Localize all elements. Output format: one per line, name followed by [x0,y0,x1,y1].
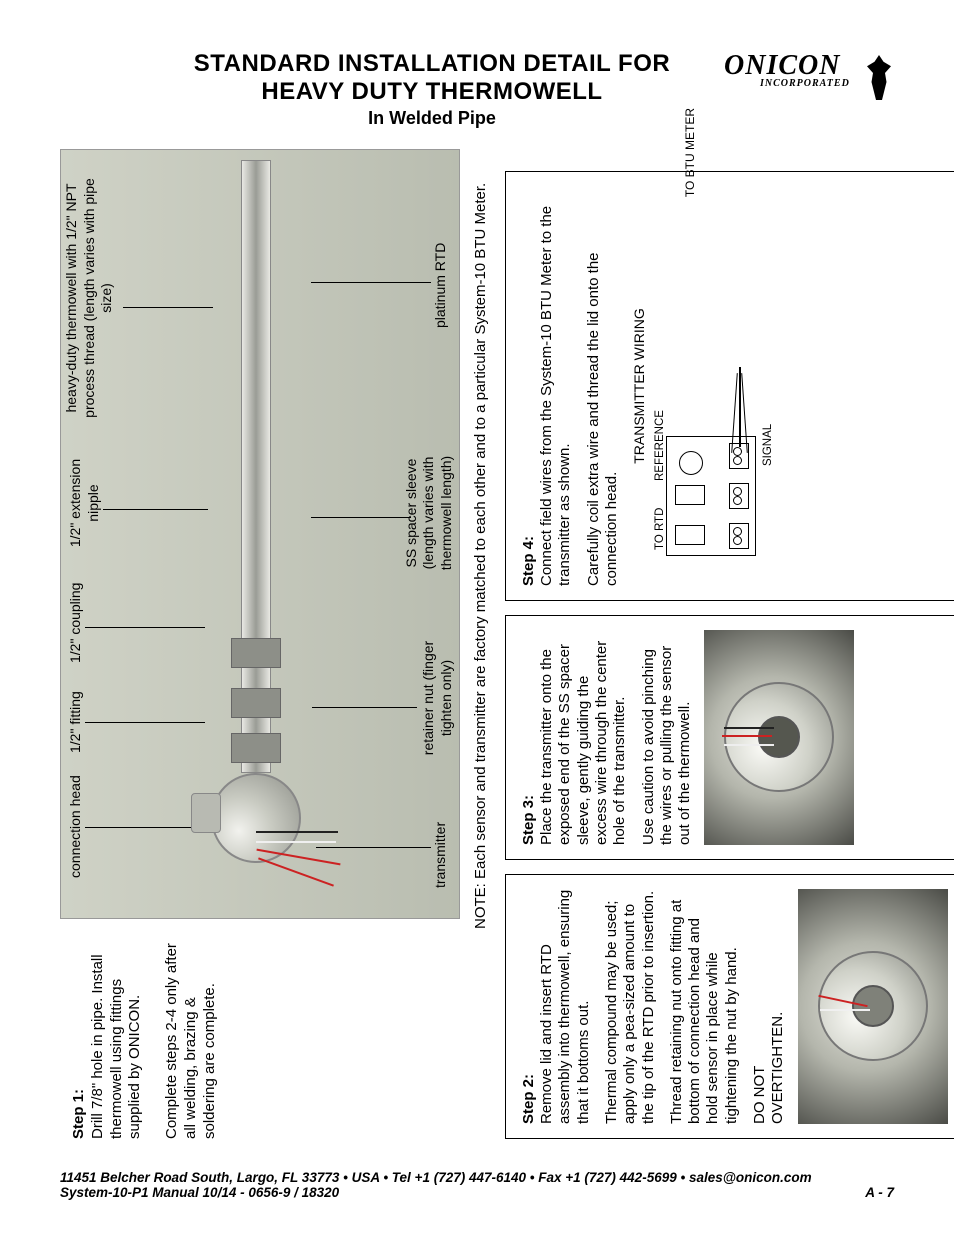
step2-text3: Thread retaining nut onto fitting at bot… [668,889,741,1124]
step2-photo [798,889,948,1124]
step4-text1: Connect field wires from the System-10 B… [538,206,573,586]
step3-box: Step 3: Place the transmitter onto the e… [505,615,954,860]
step3-text2: Use caution to avoid pinching the wires … [640,630,695,845]
footer-page: A - 7 [865,1185,894,1200]
diagram-title: TRANSMITTER WIRING [631,186,648,586]
step2-box: Step 2: Remove lid and insert RTD assemb… [505,874,954,1139]
diagram-label-reference: REFERENCE [653,410,667,481]
step2-text1: Remove lid and insert RTD assembly into … [538,890,592,1124]
label-fitting: 1/2" fitting [67,691,85,753]
step2-donot: DO NOT [751,1066,768,1124]
step1-block: Step 1: Drill 7/8" hole in pipe. Install… [60,939,460,1139]
logo-figure-icon [864,55,894,100]
step2-text2: Thermal compound may be used; apply only… [603,889,658,1124]
logo-text: ONICON [724,50,840,81]
label-thermowell: heavy-duty thermowell with 1/2" NPT proc… [63,178,116,418]
label-transmitter: transmitter [432,822,450,888]
step3-heading: Step 3: [520,795,537,845]
label-platinum-rtd: platinum RTD [432,243,450,328]
label-extension: 1/2" extension nipple [67,448,102,558]
step2-overtighten: OVERTIGHTEN. [769,1012,786,1124]
factory-note: NOTE: Each sensor and transmitter are fa… [472,149,491,1139]
step4-heading: Step 4: [520,536,537,586]
brand-logo: ONICON INCORPORATED [724,50,894,105]
footer-address: 11451 Belcher Road South, Largo, FL 3377… [60,1170,894,1185]
assembly-photo: connection head 1/2" fitting 1/2" coupli… [60,149,460,919]
label-coupling: 1/2" coupling [67,583,85,663]
page-title-line1: STANDARD INSTALLATION DETAIL FOR [140,50,724,78]
label-connection-head: connection head [67,775,85,878]
step1-text2: Complete steps 2-4 only after all weldin… [163,939,219,1139]
label-retainer: retainer nut (finger tighten only) [420,633,455,763]
transmitter-wiring-diagram: TRANSMITTER WIRING TO RTD REFERENCE SIGN… [631,186,781,586]
step2-heading: Step 2: [520,1074,537,1124]
diagram-label-signal: SIGNAL [761,424,775,466]
step1-heading: Step 1: [70,1089,87,1139]
footer-docref: System-10-P1 Manual 10/14 - 0656-9 / 183… [60,1185,560,1200]
step4-text2: Carefully coil extra wire and thread the… [585,186,622,586]
step3-text1: Place the transmitter onto the exposed e… [538,641,628,845]
step1-text1: Drill 7/8" hole in pipe. Install thermow… [89,954,144,1139]
diagram-label-tobtu: TO BTU METER [683,108,698,197]
step3-photo [704,630,854,845]
page-title-line2: HEAVY DUTY THERMOWELL [140,78,724,106]
logo-subtext: INCORPORATED [760,78,850,89]
label-sleeve: SS spacer sleeve (length varies with the… [403,438,456,588]
page-subtitle: In Welded Pipe [140,108,724,129]
diagram-label-tortd: TO RTD [653,508,667,550]
step4-box: Step 4: Connect field wires from the Sys… [505,171,954,601]
